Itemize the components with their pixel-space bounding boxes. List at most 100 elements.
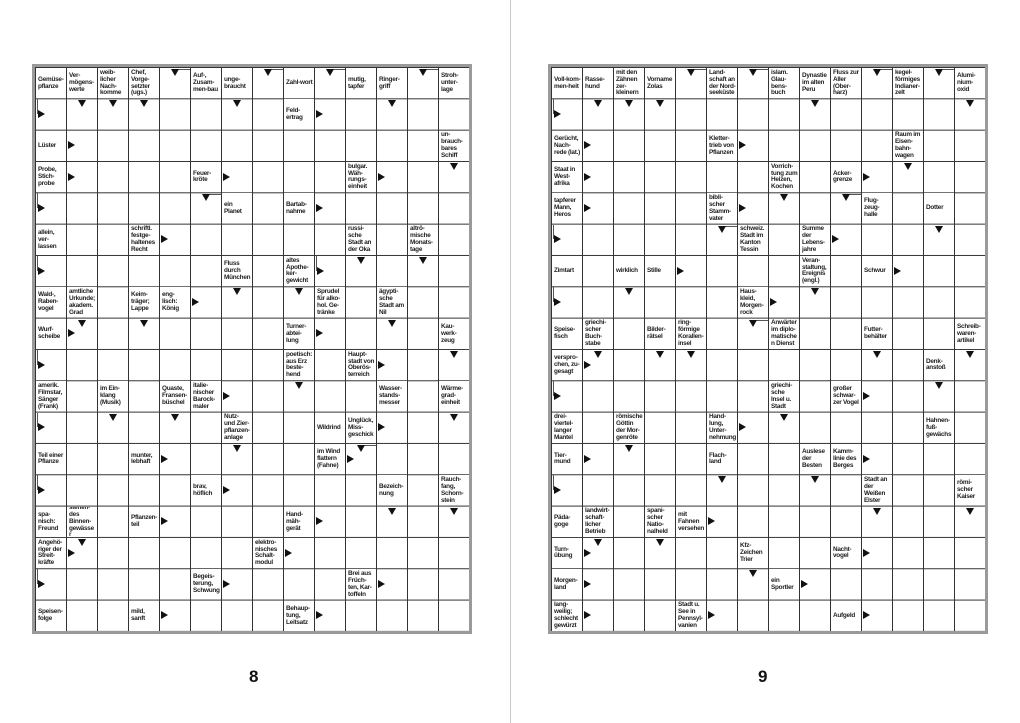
arrow-down-icon [263, 69, 272, 76]
clue-text: Veran-staltung, Ereignis (engl.) [802, 256, 827, 285]
arrow-right-icon [38, 266, 45, 275]
arrow-down-icon [624, 100, 633, 108]
clue-text: Kamm-linie des Berges [833, 448, 857, 469]
clue-cell: großer schwar-zer Vogel [831, 381, 861, 412]
clue-text: Land-schaft an der Nord-seeküste [709, 68, 736, 97]
arrow-down-icon [449, 162, 458, 170]
clue-text: Sprudel für alko-hol. Ge-tränke [317, 287, 340, 316]
clue-text: Bilder-rätsel [647, 326, 666, 341]
arrow-down-icon [903, 162, 912, 170]
clue-text: Aufgeld [833, 611, 856, 619]
clue-text: Alumi-nium-oxid [957, 72, 976, 93]
clue-cell: Speise-fisch [552, 318, 582, 349]
clue-cell: Hand-lung, Unter-nehmung [707, 412, 737, 443]
clue-cell: Haus-kleid, Morgen-rock [738, 287, 768, 318]
arrow-down-icon [356, 256, 365, 264]
arrow-right-icon [832, 235, 839, 244]
arrow-right-icon [863, 611, 870, 620]
clue-cell: Schwur [862, 255, 892, 286]
clue-cell: Dotter [924, 193, 954, 224]
clue-text: ring-förmige Korallen-insel [678, 319, 704, 348]
clue-cell: verspro-chen, zu-gesagt [552, 349, 582, 380]
clue-text: amerik. Filmstar, Sänger (Frank) [38, 381, 63, 410]
clue-text: Rasse-hund [585, 75, 605, 90]
arrow-right-icon [378, 423, 385, 432]
arrow-right-icon [739, 141, 746, 150]
clue-text: im Ein-klang (Musik) [100, 385, 121, 407]
arrow-right-icon [192, 297, 199, 306]
arrow-right-icon [317, 266, 324, 275]
arrow-hook-line [205, 194, 221, 196]
clue-cell: wirklich [614, 255, 644, 286]
clue-cell: stehen-des Binnen-gewässer [67, 506, 97, 537]
clue-cell: Sprudel für alko-hol. Ge-tränke [315, 287, 345, 318]
page-number-left: 8 [249, 667, 259, 686]
clue-text: drei-viertel-langer Mantel [554, 413, 573, 442]
clue-cell: spa-nisch: Freund [36, 506, 66, 537]
arrow-hook-line [174, 69, 190, 70]
arrow-down-icon [387, 507, 396, 515]
clue-cell: mild, sanft [129, 600, 159, 631]
clue-text: Nutz- und Zier-pflanzen-anlage [224, 413, 250, 442]
arrow-hook-line [553, 475, 554, 490]
arrow-right-icon [223, 579, 230, 588]
arrow-hook-line [37, 412, 38, 428]
arrow-down-icon [77, 538, 86, 546]
clue-cell: Päda-goge [552, 506, 582, 537]
clue-cell: Gemüse-pflanze [36, 68, 66, 98]
clue-text: Pflanzen-teil [131, 514, 158, 529]
clue-text: tapferer Mann, Heros [554, 197, 576, 219]
clue-text: kegel-förmiges Indianer-zelt [895, 68, 920, 97]
arrow-down-icon [934, 225, 943, 233]
clue-text: Päda-goge [554, 514, 571, 529]
clue-text: Morgen-land [554, 576, 578, 591]
arrow-down-icon [748, 69, 757, 76]
clue-cell: weib-licher Nach-komme [98, 68, 128, 98]
arrow-down-icon [872, 69, 881, 76]
arrow-right-icon [863, 172, 870, 181]
clue-cell: im Ein-klang (Musik) [98, 381, 128, 412]
arrow-down-icon [872, 507, 881, 515]
clue-text: altes Apothe-ker-gewicht [286, 256, 309, 285]
arrow-down-icon [872, 350, 881, 358]
clue-cell: Stroh-unter-lage [439, 68, 469, 98]
arrow-right-icon [708, 517, 715, 526]
arrow-down-icon [170, 69, 179, 76]
clue-cell: Summe der Lebens-jahre [800, 224, 830, 255]
clue-cell: un-brauch-bares Schiff [439, 130, 469, 161]
clue-cell: unge-braucht [222, 68, 252, 98]
clue-cell: drei-viertel-langer Mantel [552, 412, 582, 443]
arrow-down-icon [201, 194, 210, 202]
clue-text: bulgar. Wäh-rungs-einheit [348, 162, 368, 191]
clue-cell: schriftl. festge-haltenes Recht [129, 224, 159, 255]
arrow-hook-line [37, 569, 38, 584]
arrow-right-icon [863, 548, 870, 557]
arrow-right-icon [801, 579, 808, 588]
clue-text: Dotter [926, 204, 944, 212]
arrow-down-icon [139, 319, 148, 327]
arrow-down-icon [717, 476, 726, 484]
arrow-right-icon [584, 203, 591, 212]
arrow-down-icon [108, 100, 117, 108]
clue-text: Behaup-tung, Leitsatz [286, 604, 310, 626]
clue-cell: eng-lisch: König [160, 287, 190, 318]
arrow-hook-line [360, 444, 376, 446]
clue-cell: amerik. Filmstar, Sänger (Frank) [36, 381, 66, 412]
clue-cell: Raum im Eisen-bahn-wagen [893, 130, 923, 161]
arrow-down-icon [449, 507, 458, 515]
arrow-hook-line [553, 99, 554, 114]
arrow-down-icon [232, 100, 241, 108]
arrow-down-icon [593, 100, 602, 108]
arrow-down-icon [779, 194, 788, 202]
clue-cell: griechi-scher Buch-stabe [583, 318, 613, 349]
clue-text: italie-nischer Barock-maler [193, 381, 216, 410]
clue-cell: Probe, Stich-probe [36, 161, 66, 192]
arrow-down-icon [139, 100, 148, 108]
clue-cell: Begeis-terung, Schwung [191, 569, 221, 600]
arrow-down-icon [965, 507, 974, 515]
clue-text: unge-braucht [224, 75, 246, 90]
arrow-down-icon [841, 194, 850, 202]
clue-cell: bulgar. Wäh-rungs-einheit [346, 161, 376, 192]
clue-cell: Hahnen-fuß-gewächs [924, 412, 954, 443]
arrow-right-icon [38, 485, 45, 494]
